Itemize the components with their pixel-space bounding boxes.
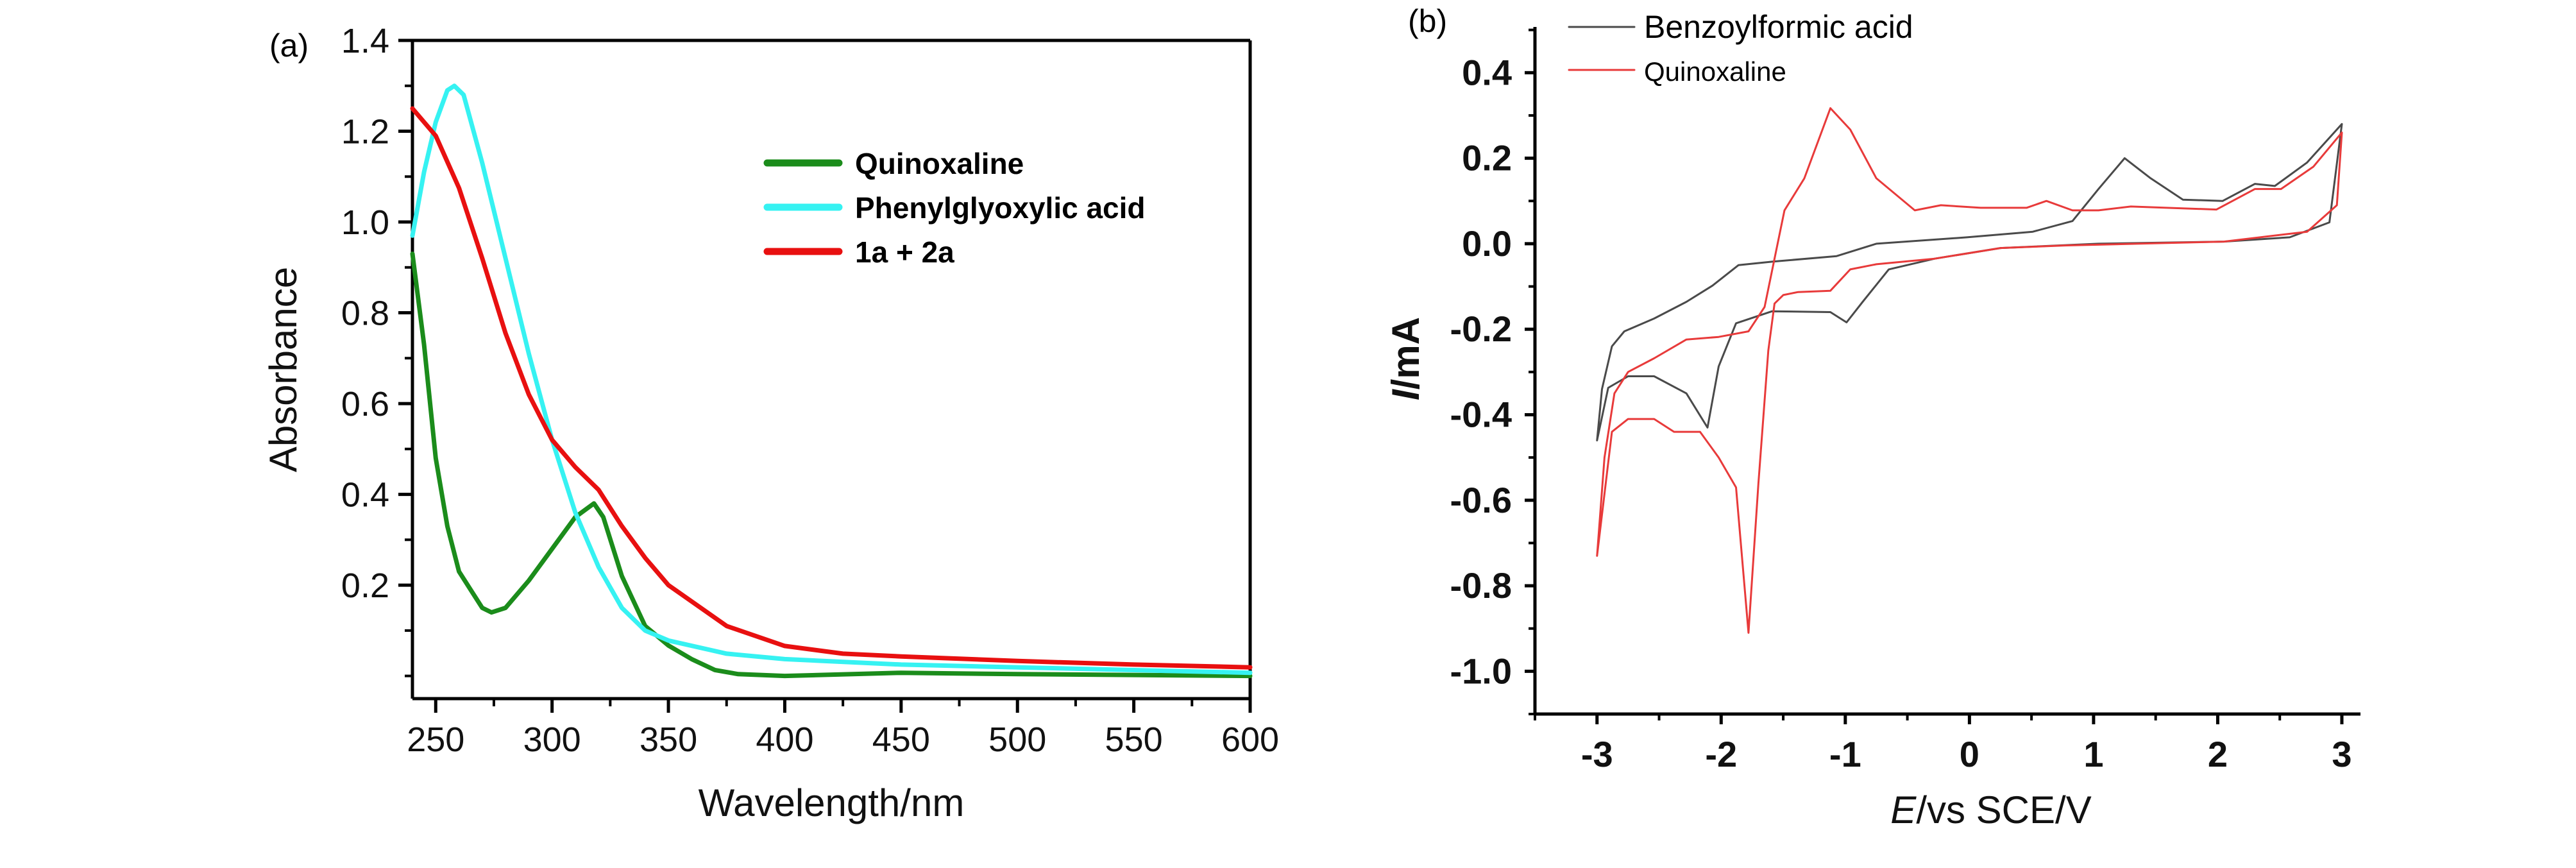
legend-label: 1a + 2a [855, 235, 954, 269]
x-tick-label: 2 [2208, 734, 2228, 774]
x-tick-label: 1 [2083, 734, 2103, 774]
series-line-quinoxaline [410, 251, 1253, 679]
x-tick-label: 600 [1221, 720, 1279, 759]
x-tick-label: 300 [523, 720, 581, 759]
series-line-benzoylformic-acid [1596, 123, 2343, 441]
x-tick-label: -1 [1829, 734, 1861, 774]
y-axis-label-italic: I [1384, 389, 1427, 400]
y-tick-label: 0.2 [341, 566, 389, 605]
series-line-phenylglyoxylic-acid [410, 83, 1253, 676]
y-tick-label: 0.2 [1462, 138, 1512, 178]
x-axis-label-rest: /vs SCE/V [1916, 788, 2091, 831]
y-tick-label: 0.4 [341, 476, 389, 515]
panel-a-x-axis-label: Wavelength/nm [699, 781, 965, 824]
y-tick-label: 1.2 [341, 113, 389, 151]
x-axis-label-italic: E [1890, 788, 1917, 831]
x-tick-label: 500 [988, 720, 1046, 759]
panel-b-y-axis-label: I/mA [1384, 317, 1427, 400]
x-tick-label: 450 [872, 720, 930, 759]
panel-b-label: (b) [1408, 3, 1447, 39]
y-tick-label: -0.2 [1450, 309, 1513, 349]
x-tick-label: 3 [2332, 734, 2351, 774]
y-tick-label: 0.4 [1462, 52, 1512, 92]
series-line-1a-2a [410, 106, 1253, 670]
x-tick-label: 350 [640, 720, 697, 759]
panel-b-x-axis-label: E/vs SCE/V [1890, 788, 2091, 831]
y-tick-label: 0.0 [1462, 223, 1512, 264]
y-tick-label: 0.8 [341, 294, 389, 333]
series-line-quinoxaline [1596, 107, 2343, 634]
panel-a-absorbance-chart: (a) Wavelength/nm Absorbance 250 300 350 40… [262, 22, 1279, 824]
x-tick-label: 0 [1960, 734, 1979, 774]
y-tick-label: 0.6 [341, 385, 389, 423]
panel-a-y-axis-label: Absorbance [262, 267, 305, 472]
panel-b-cyclic-voltammogram: (b) E/vs SCE/V I/mA -3 -2 -1 0 1 2 3 0.4 0.2 0.0 -… [1384, 3, 2360, 831]
legend-label: Quinoxaline [1644, 56, 1786, 87]
y-tick-label: 1.0 [341, 203, 389, 242]
x-tick-label: -3 [1581, 734, 1613, 774]
x-tick-label: -2 [1705, 734, 1737, 774]
x-tick-label: 400 [756, 720, 813, 759]
y-tick-label: -0.6 [1450, 480, 1513, 520]
legend-label: Benzoylformic acid [1644, 9, 1913, 45]
y-tick-label: -1.0 [1450, 651, 1513, 691]
legend-label: Quinoxaline [855, 147, 1024, 180]
y-tick-label: -0.8 [1450, 565, 1513, 606]
legend-label: Phenylglyoxylic acid [855, 191, 1146, 225]
x-tick-label: 250 [407, 720, 464, 759]
y-tick-label: 1.4 [341, 22, 389, 60]
panel-a-label: (a) [269, 28, 309, 64]
y-axis-label-rest: /mA [1384, 317, 1427, 389]
x-tick-label: 550 [1105, 720, 1163, 759]
y-tick-label: -0.4 [1450, 394, 1513, 434]
